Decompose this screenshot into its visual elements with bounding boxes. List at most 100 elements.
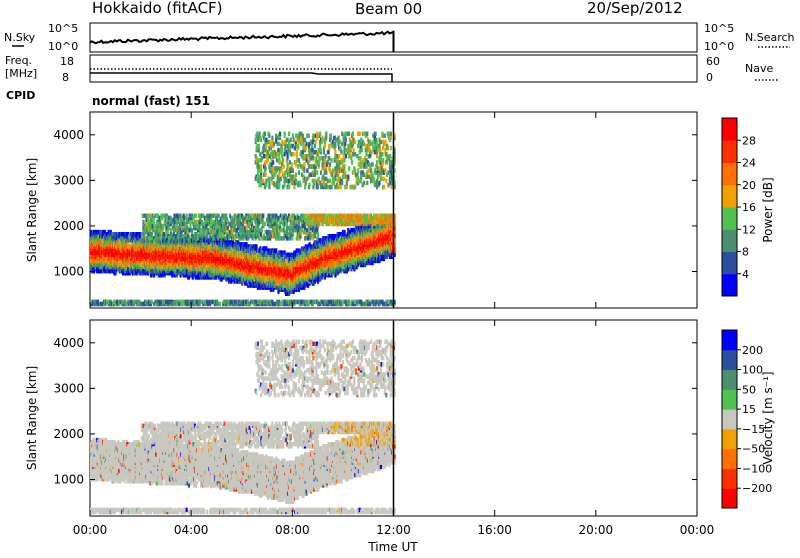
power-cell xyxy=(111,232,113,237)
power-cell xyxy=(288,132,290,137)
freq-panel: 18 8 60 0 Freq. [MHz] Nave xyxy=(5,54,778,84)
power-cell xyxy=(281,148,283,153)
power-cell xyxy=(237,226,239,231)
power-cell xyxy=(278,232,280,237)
power-cell xyxy=(186,214,188,219)
power-cell xyxy=(280,144,282,149)
power-cell xyxy=(265,173,267,178)
nave-label: Nave xyxy=(745,62,773,75)
power-cell xyxy=(265,183,267,188)
power-cell xyxy=(180,230,182,235)
power-cell xyxy=(191,228,193,233)
power-cell xyxy=(195,214,197,219)
power-cell xyxy=(259,152,261,157)
power-cell xyxy=(287,236,289,241)
power-cell xyxy=(104,230,106,235)
power-cell xyxy=(219,302,221,307)
power-cell xyxy=(284,152,286,157)
nsky-label: N.Sky xyxy=(4,31,36,44)
power-cell xyxy=(268,177,270,182)
power-cell xyxy=(284,144,286,149)
power-cell xyxy=(286,222,288,227)
power-cell xyxy=(164,218,166,223)
nave-tick-bottom: 0 xyxy=(706,71,713,84)
date-title: 20/Sep/2012 xyxy=(587,0,683,17)
power-cell xyxy=(258,144,260,149)
power-cell xyxy=(258,164,260,169)
power-cell xyxy=(148,214,150,219)
power-cell xyxy=(271,136,273,141)
nsearch-tick-top: 10^5 xyxy=(704,22,734,35)
power-cell xyxy=(227,226,229,231)
nsky-tick-bottom: 10^0 xyxy=(48,40,78,53)
power-cell xyxy=(260,175,262,180)
power-cell xyxy=(262,179,264,184)
power-cell xyxy=(260,164,262,169)
power-cell xyxy=(284,230,286,235)
power-cell xyxy=(263,154,265,159)
power-cell xyxy=(278,142,280,147)
power-cell xyxy=(268,181,270,186)
power-cell xyxy=(258,158,260,163)
power-cell xyxy=(218,214,220,219)
power-cell xyxy=(288,185,290,190)
power-cell xyxy=(273,142,275,147)
power-cell xyxy=(275,248,277,253)
power-cell xyxy=(265,246,267,251)
power-cell xyxy=(199,224,201,229)
power-cell xyxy=(215,275,217,280)
power-cell xyxy=(264,222,266,227)
power-cell xyxy=(246,226,248,231)
power-cell xyxy=(258,132,260,137)
power-cell xyxy=(170,228,172,233)
nsky-tick-top: 10^5 xyxy=(48,22,78,35)
power-cell xyxy=(280,228,282,233)
nave-tick-top: 60 xyxy=(706,55,720,68)
power-cell xyxy=(284,183,286,188)
power-cell xyxy=(153,222,155,227)
cpid-text: normal (fast) 151 xyxy=(92,94,210,108)
power-cell xyxy=(287,162,289,167)
power-cell xyxy=(278,173,280,178)
power-cell xyxy=(255,244,257,249)
power-cell xyxy=(286,228,288,233)
power-cell xyxy=(281,154,283,159)
power-cell xyxy=(189,220,191,225)
power-cell xyxy=(268,134,270,139)
power-cell xyxy=(280,168,282,173)
power-cell xyxy=(277,216,279,221)
station-title: Hokkaido (fitACF) xyxy=(92,0,223,17)
nsky-panel: 10^5 10^0 10^5 10^0 N.Sky N.Search xyxy=(4,22,795,53)
power-cell xyxy=(247,236,249,241)
power-cell xyxy=(261,156,263,161)
power-cell xyxy=(276,158,278,163)
power-cell xyxy=(167,230,169,235)
power-cell xyxy=(151,232,153,237)
power-cell xyxy=(258,148,260,153)
power-cell xyxy=(196,232,198,237)
beam-title: Beam 00 xyxy=(355,0,422,18)
power-cell xyxy=(287,154,289,159)
power-cell xyxy=(174,214,176,219)
freq-tick-bottom: 8 xyxy=(62,71,69,84)
power-cell xyxy=(189,224,191,229)
power-cell xyxy=(151,300,153,305)
power-cell xyxy=(258,168,260,173)
freq-unit-label: [MHz] xyxy=(5,67,37,80)
power-cell xyxy=(264,132,266,137)
power-cell xyxy=(268,185,270,190)
power-cell xyxy=(260,168,262,173)
power-cell xyxy=(221,218,223,223)
power-cell xyxy=(225,214,227,219)
power-cell xyxy=(173,232,175,237)
power-cell xyxy=(280,177,282,182)
power-cell xyxy=(287,287,289,292)
power-cell xyxy=(278,185,280,190)
power-cell xyxy=(260,232,262,237)
power-cell xyxy=(272,160,274,165)
power-cell xyxy=(142,220,144,225)
power-cell xyxy=(109,269,111,274)
power-cell xyxy=(189,228,191,233)
